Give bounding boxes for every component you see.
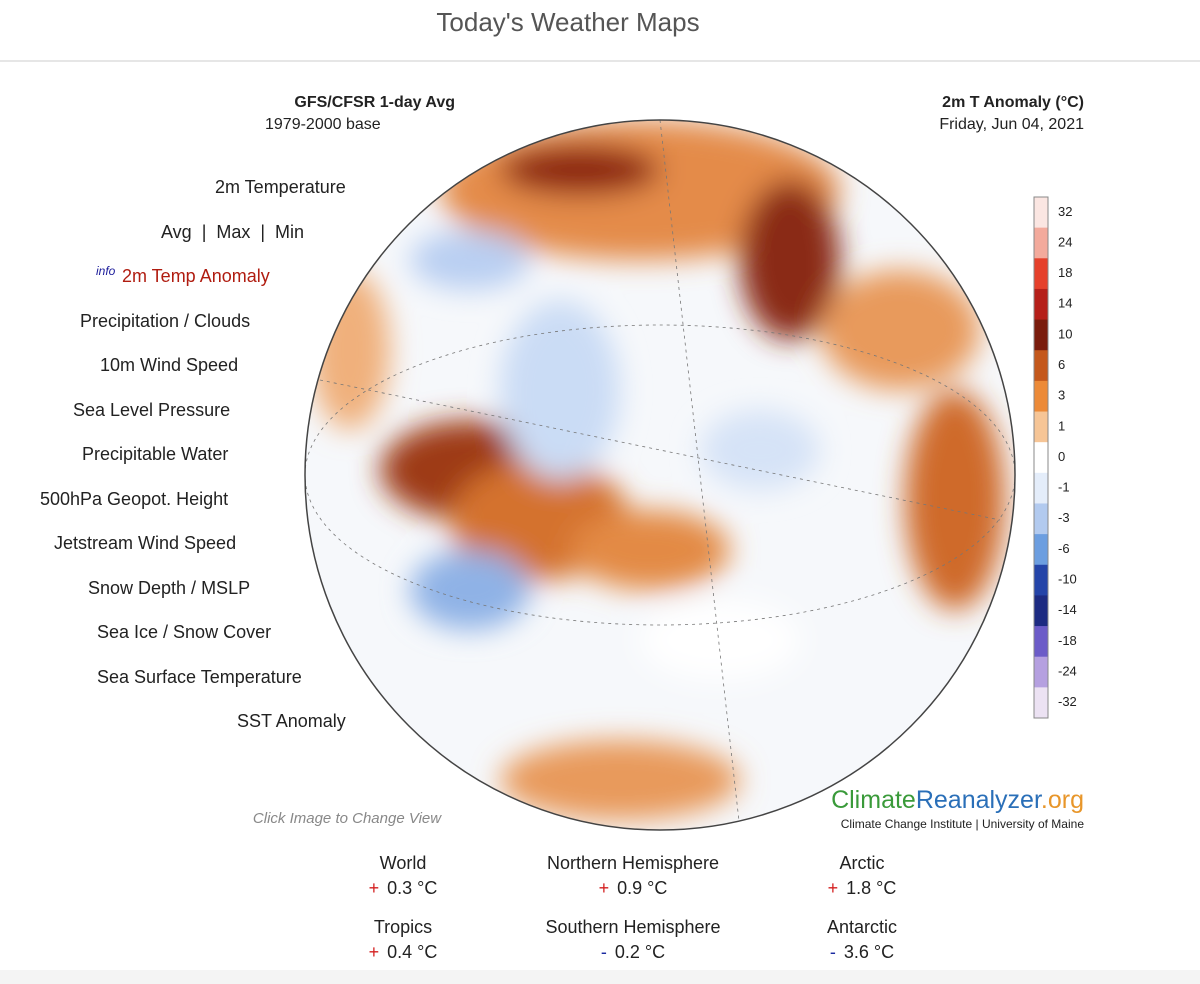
logo-part: Reanalyzer [916,786,1042,814]
colorbar-label: 0 [1058,449,1065,464]
page-title: Today's Weather Maps [436,7,699,37]
info-link[interactable]: info [96,264,116,278]
colorbar-swatch [1034,564,1048,596]
colorbar-label: -14 [1058,602,1077,617]
globe-map[interactable] [305,120,1015,830]
stat-label: Northern Hemisphere [547,853,719,873]
colorbar-swatch [1034,227,1048,259]
logo-subtitle: Climate Change Institute | University of… [841,817,1085,831]
map-header: 1979-2000 base [265,116,381,133]
logo[interactable]: ClimateReanalyzer.org [831,786,1084,814]
stat-value: +0.3 °C [369,878,438,898]
menu-item[interactable]: 2m Temperature [215,177,346,197]
stat-value: +1.8 °C [828,878,897,898]
colorbar-label: -1 [1058,480,1070,495]
colorbar-swatch [1034,380,1048,413]
colorbar-label: 24 [1058,234,1072,249]
menu-item[interactable]: Precipitable Water [82,444,228,464]
colorbar-swatch [1034,534,1048,566]
colorbar-label: 3 [1058,388,1065,403]
colorbar-swatch [1034,411,1048,443]
stat-sign: + [369,942,380,962]
map-header: 2m T Anomaly (°C) [942,94,1084,111]
colorbar-swatch [1034,197,1048,229]
colorbar-label: 6 [1058,357,1065,372]
menu-item[interactable]: Sea Surface Temperature [97,667,302,687]
colorbar-swatch [1034,442,1048,474]
hint: Click Image to Change View [253,810,442,827]
map-header: GFS/CFSR 1-day Avg [294,94,455,111]
colorbar-swatch [1034,503,1048,535]
colorbar-label: 10 [1058,326,1072,341]
stat-value: -3.6 °C [830,942,894,962]
menu-item[interactable]: SST Anomaly [237,711,346,731]
menu-item[interactable]: Avg | Max | Min [161,222,304,242]
menu-item[interactable]: Sea Level Pressure [73,400,230,420]
menu-item[interactable]: Sea Ice / Snow Cover [97,622,271,642]
stat-value: +0.9 °C [599,878,668,898]
stat-sign: + [828,878,839,898]
logo-part: .org [1041,786,1084,814]
colorbar-label: -18 [1058,633,1077,648]
colorbar-label: 1 [1058,418,1065,433]
stat-sign: - [601,942,607,962]
menu-item[interactable]: Precipitation / Clouds [80,311,250,331]
stat-sign: + [599,878,610,898]
menu-item[interactable]: Jetstream Wind Speed [54,533,236,553]
stat-label: Arctic [840,853,885,873]
colorbar-label: -24 [1058,663,1077,678]
menu-item[interactable]: 2m Temp Anomaly [122,266,270,286]
stat-number: 0.9 °C [617,878,667,898]
colorbar-swatch [1034,319,1048,351]
stat-label: Antarctic [827,917,897,937]
colorbar-label: 32 [1058,204,1072,219]
colorbar-swatch [1034,472,1048,504]
stat-number: 0.2 °C [615,942,665,962]
colorbar-swatch [1034,687,1048,719]
stat-value: +0.4 °C [369,942,438,962]
logo-part: Climate [831,786,916,814]
globe-outline [304,119,1016,831]
stat-number: 0.4 °C [387,942,437,962]
stat-sign: - [830,942,836,962]
colorbar-swatch [1034,258,1048,290]
colorbar-label: -6 [1058,541,1070,556]
stat-value: -0.2 °C [601,942,665,962]
colorbar-label: 18 [1058,265,1072,280]
colorbar-swatch [1034,595,1048,627]
footer-band [0,970,1200,984]
colorbar-swatch [1034,288,1048,321]
colorbar-swatch [1034,656,1048,688]
map-header: Friday, Jun 04, 2021 [939,116,1084,133]
menu: 2m Temperature Avg | Max | Min 2m Temp Ano… [40,177,346,731]
colorbar-label: -32 [1058,694,1077,709]
stat-number: 3.6 °C [844,942,894,962]
menu-item[interactable]: Snow Depth / MSLP [88,578,250,598]
colorbar-label: -3 [1058,510,1070,525]
colorbar-swatch [1034,626,1048,658]
stat-sign: + [369,878,380,898]
stat-label: World [380,853,427,873]
colorbar-label: 14 [1058,296,1072,311]
colorbar-frame [1033,196,1049,719]
stat-number: 0.3 °C [387,878,437,898]
menu-item[interactable]: 500hPa Geopot. Height [40,489,228,509]
menu-item[interactable]: 10m Wind Speed [100,355,238,375]
colorbar-swatch [1034,350,1048,382]
stat-number: 1.8 °C [846,878,896,898]
colorbar-label: -10 [1058,572,1077,587]
stat-label: Tropics [374,917,432,937]
stat-label: Southern Hemisphere [545,917,720,937]
